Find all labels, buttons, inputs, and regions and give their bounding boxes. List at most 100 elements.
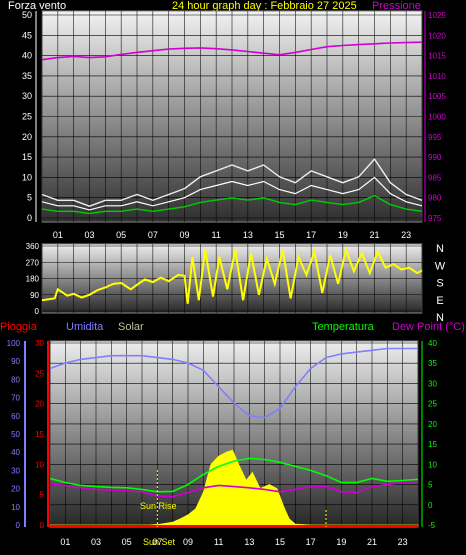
temperature-tick-label: 20: [428, 420, 437, 429]
rain-tick-label: 0: [40, 521, 45, 530]
wind-tick-label: 20: [22, 132, 32, 142]
humidity-tick-label: 90: [11, 357, 20, 366]
x-tick-label: 09: [179, 230, 189, 240]
pressure-tick-label: 1025: [428, 11, 446, 20]
rain-tick-label: 15: [35, 430, 44, 439]
direction-tick-label: 360: [26, 242, 40, 251]
wind-tick-label: 15: [22, 152, 32, 162]
direction-tick-label: 270: [26, 258, 40, 267]
pressure-tick-label: 1005: [428, 92, 446, 101]
rain-tick-label: 30: [35, 339, 44, 348]
temperature-line: [49, 457, 419, 493]
x-tick-label: 01: [53, 230, 63, 240]
humidity-tick-label: 40: [11, 448, 20, 457]
x-tick-label: 11: [214, 537, 223, 547]
x-tick-label: 19: [336, 537, 346, 547]
x-tick-label: 03: [91, 537, 101, 547]
x-tick-label: 01: [60, 537, 70, 547]
x-tick-label: 07: [148, 230, 158, 240]
x-tick-label: 23: [401, 230, 411, 240]
x-tick-label: 15: [275, 537, 285, 547]
x-tick-label: 05: [122, 537, 132, 547]
compass-label: E: [436, 295, 443, 307]
wind-tick-label: 25: [22, 112, 32, 122]
wind-pressure-chart: 0510152025303540455097598098599099510001…: [22, 10, 446, 240]
temperature-tick-label: 25: [428, 400, 437, 409]
direction-tick-label: 180: [26, 275, 40, 284]
x-tick-label: 13: [243, 230, 253, 240]
x-tick-label: 23: [398, 537, 408, 547]
wind-tick-label: 30: [22, 91, 32, 101]
humidity-axis-title: Umidita: [66, 321, 104, 333]
wind-tick-label: 35: [22, 71, 32, 81]
pressure-line: [41, 41, 423, 61]
direction-tick-label: 90: [30, 291, 39, 300]
humidity-tick-label: 50: [11, 430, 20, 439]
chart-title: 24 hour graph day : Febbraio 27 2025: [172, 0, 357, 12]
x-tick-label: 17: [306, 537, 316, 547]
sun-set-label: Sun Set: [143, 537, 176, 547]
wind-gust-line: [41, 157, 423, 207]
wind-axis-title: Forza vento: [8, 0, 67, 12]
x-tick-label: 13: [244, 537, 254, 547]
humidity-line: [49, 347, 418, 419]
pressure-tick-label: 1020: [428, 31, 446, 40]
wind-tick-label: 45: [22, 30, 32, 40]
pressure-axis-title: Pressione: [372, 0, 421, 12]
humidity-tick-label: 80: [11, 375, 20, 384]
temperature-axis-title: Temperatura: [312, 321, 374, 333]
temperature-tick-label: 40: [428, 339, 437, 348]
x-tick-label: 21: [367, 537, 377, 547]
x-tick-label: 05: [116, 230, 126, 240]
rain-axis-title: Pioggia: [0, 321, 37, 333]
rain-tick-label: 5: [40, 491, 45, 500]
wind-tick-label: 50: [22, 10, 32, 20]
temperature-tick-label: -5: [428, 521, 436, 530]
rain-tick-label: 10: [35, 460, 44, 469]
humidity-tick-label: 0: [16, 521, 21, 530]
temperature-tick-label: 0: [428, 501, 433, 510]
compass-label: S: [436, 278, 443, 290]
dewpoint-line: [49, 480, 419, 498]
wind-tick-label: 40: [22, 51, 32, 61]
humidity-tick-label: 100: [7, 339, 21, 348]
humidity-tick-label: 30: [11, 466, 20, 475]
pressure-tick-label: 975: [428, 214, 442, 223]
sun-rise-label: Sun Rise: [140, 501, 177, 511]
x-tick-label: 03: [84, 230, 94, 240]
x-tick-label: 21: [369, 230, 379, 240]
pressure-tick-label: 980: [428, 194, 442, 203]
rain-tick-label: 25: [35, 369, 44, 378]
direction-tick-label: 0: [35, 307, 40, 316]
pressure-tick-label: 1015: [428, 52, 446, 61]
dewpoint-axis-title: Dew Point (°C): [392, 321, 465, 333]
humidity-tick-label: 10: [11, 503, 20, 512]
rain-tick-label: 20: [35, 400, 44, 409]
temp-humidity-solar-chart: -505101520253035400102030405060708090100…: [7, 339, 438, 547]
pressure-tick-label: 1000: [428, 113, 446, 122]
temperature-tick-label: 30: [428, 379, 437, 388]
humidity-tick-label: 70: [11, 394, 20, 403]
pressure-tick-label: 1010: [428, 72, 446, 81]
wind-average-line: [41, 194, 423, 215]
compass-label: W: [435, 260, 446, 272]
humidity-tick-label: 60: [11, 412, 20, 421]
x-tick-label: 15: [274, 230, 284, 240]
x-tick-label: 19: [338, 230, 348, 240]
wind-line: [41, 176, 423, 211]
temperature-tick-label: 5: [428, 481, 433, 490]
pressure-tick-label: 990: [428, 153, 442, 162]
x-tick-label: 11: [211, 230, 220, 240]
pressure-tick-label: 985: [428, 173, 442, 182]
temperature-tick-label: 15: [428, 440, 437, 449]
wind-tick-label: 10: [22, 172, 32, 182]
temperature-tick-label: 35: [428, 359, 437, 368]
x-tick-label: 17: [306, 230, 316, 240]
temperature-tick-label: 10: [428, 460, 437, 469]
wind-tick-label: 0: [27, 213, 32, 223]
direction-line: [41, 246, 423, 304]
x-tick-label: 07: [152, 537, 162, 547]
humidity-tick-label: 20: [11, 485, 20, 494]
